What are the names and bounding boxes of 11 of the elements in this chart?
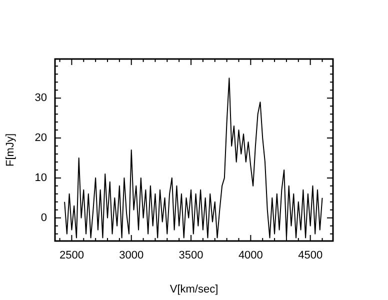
x-tick-label: 4000 xyxy=(238,250,263,262)
x-tick-label: 3000 xyxy=(119,250,144,262)
y-tick-label: 20 xyxy=(34,132,47,144)
y-tick-label: 10 xyxy=(34,172,47,184)
x-tick-label: 3500 xyxy=(178,250,204,262)
x-axis-title: V[km/sec] xyxy=(170,283,218,296)
y-tick-label: 0 xyxy=(40,212,47,224)
x-tick-label: 4500 xyxy=(298,250,323,262)
y-tick-label: 30 xyxy=(34,92,47,104)
x-tick-label: 2500 xyxy=(59,250,84,262)
y-axis-title: F[mJy] xyxy=(4,134,17,166)
